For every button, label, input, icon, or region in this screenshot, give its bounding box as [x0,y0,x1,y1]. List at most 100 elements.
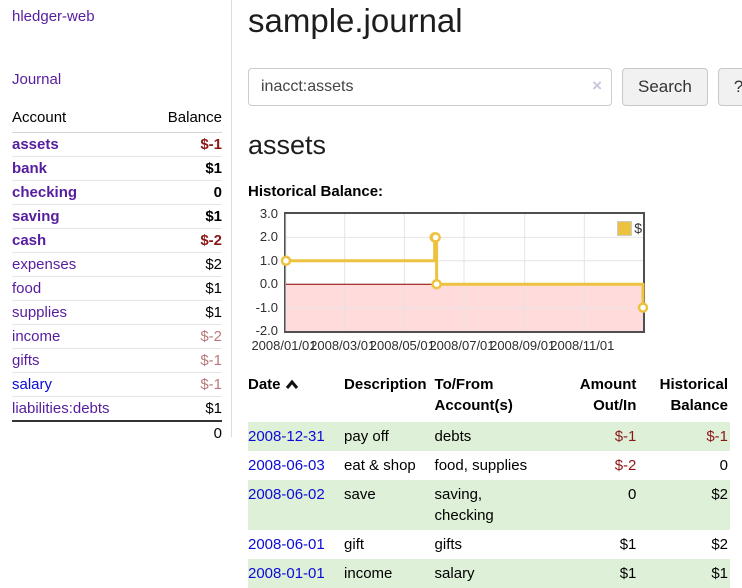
account-row: food $1 [12,276,222,301]
transaction-accounts: salary [434,565,475,582]
register-row: 2008-12-31 pay off debts $-1 $-1 [248,422,730,451]
y-tick-label: -2.0 [255,323,278,338]
transaction-description: save [344,486,376,503]
sort-ascending-icon [285,379,298,389]
account-link-salary[interactable]: salary [12,376,53,393]
transaction-accounts: food, supplies [434,457,528,474]
register-row: 2008-06-03 eat & shop food, supplies $-2… [248,451,730,480]
transaction-description: pay off [344,428,389,445]
account-link-checking[interactable]: checking [12,184,78,201]
transaction-description: income [344,565,393,582]
accounts-header-balance: Balance [146,106,222,133]
sidebar-item-journal[interactable]: Journal [12,71,62,88]
account-balance: $-1 [146,372,222,397]
transaction-date-link[interactable]: 2008-06-03 [248,457,325,474]
search-help-button[interactable]: ? [717,68,742,106]
sidebar: hledger-web Journal Account Balance asse… [0,0,232,445]
chart-legend: $ [617,220,642,236]
account-row: checking 0 [12,180,222,205]
x-tick-label: 2008/03/01 [310,338,376,353]
transaction-date-link[interactable]: 2008-01-01 [248,565,325,582]
page-title: sample.journal [248,2,463,39]
account-balance: $-1 [146,348,222,373]
account-link-food[interactable]: food [12,280,42,297]
account-row: supplies $1 [12,300,222,325]
y-tick-label: 2.0 [259,229,278,245]
transaction-date-link[interactable]: 2008-12-31 [248,428,325,445]
account-link-bank[interactable]: bank [12,160,48,177]
transaction-amount: 0 [628,486,637,503]
account-link-saving[interactable]: saving [12,208,60,225]
search-button[interactable]: Search [622,68,708,106]
y-tick-label: 0.0 [259,276,278,292]
chart-plot [280,212,649,333]
account-balance: $1 [146,204,222,229]
accounts-header-account: Account [12,106,147,133]
account-balance: $1 [146,276,222,301]
account-row: saving $1 [12,204,222,229]
account-balance: $1 [146,156,222,181]
x-tick-label: 2008/01/01 [251,338,317,353]
account-link-expenses[interactable]: expenses [12,256,77,273]
accounts-total: 0 [146,420,222,445]
accounts-table: Account Balance assets $-1 bank $1 checkin… [12,106,222,445]
account-row: gifts $-1 [12,348,222,373]
account-link-assets[interactable]: assets [12,136,59,153]
account-row: liabilities:debts $1 [12,396,222,421]
account-balance: $2 [146,252,222,277]
legend-swatch [617,220,633,236]
chart-heading: Historical Balance: [248,183,384,200]
transaction-date-link[interactable]: 2008-06-02 [248,486,325,503]
transaction-amount: $-1 [614,428,637,445]
register-header-description: Description [344,376,427,393]
account-row: assets $-1 [12,133,222,157]
legend-label: $ [634,220,642,236]
transaction-date-link[interactable]: 2008-06-01 [248,536,325,553]
transaction-amount: $1 [619,536,637,553]
transaction-accounts: saving, checking [434,486,494,524]
account-link-income[interactable]: income [12,328,61,345]
transaction-accounts: gifts [434,536,463,553]
x-tick-label: 2008/09/01 [490,338,556,353]
account-heading: assets [248,130,327,160]
transaction-description: gift [344,536,365,553]
transaction-balance: $2 [711,486,728,503]
account-balance: $-2 [146,228,222,253]
x-tick-label: 2008/11/01 [550,338,615,353]
account-link-supplies[interactable]: supplies [12,304,68,321]
account-balance: $1 [146,396,222,421]
transaction-balance: $-1 [706,428,728,445]
x-tick-label: 2008/05/01 [369,338,435,353]
account-row: income $-2 [12,324,222,349]
brand-link[interactable]: hledger-web [12,8,95,25]
register-header-accounts: To/From Account(s) [434,376,513,414]
register-header-balance: Historical Balance [659,376,728,414]
historical-balance-chart: $ 3.0 2.0 1.0 0.0 -1.0 -2.0 2008/01/01 2008/03/… [248,207,649,356]
main-content: sample.journal × Search ? assets Histori… [248,0,742,588]
accounts-total-row: 0 [12,420,222,445]
account-link-cash[interactable]: cash [12,232,47,249]
account-balance: 0 [146,180,222,205]
transaction-description: eat & shop [344,457,416,474]
register-header-amount: Amount Out/In [579,376,637,414]
y-tick-label: -1.0 [255,299,278,315]
register-row: 2008-06-01 gift gifts $1 $2 [248,530,730,559]
search-input[interactable] [248,68,612,106]
register-row: 2008-06-02 save saving, checking 0 $2 [248,480,730,530]
account-row: expenses $2 [12,252,222,277]
register-header-date[interactable]: Date [248,372,344,422]
transaction-amount: $1 [619,565,637,582]
transaction-accounts: debts [434,428,472,445]
account-row: cash $-2 [12,228,222,253]
account-link-gifts[interactable]: gifts [12,352,40,369]
clear-search-icon[interactable]: × [592,76,602,95]
search-form: × Search ? [248,68,742,106]
transaction-balance: 0 [719,457,728,474]
register-table: Date Description To/From Account(s) Amou… [248,372,730,588]
account-balance: $-2 [146,324,222,349]
transaction-balance: $2 [711,536,728,553]
account-balance: $-1 [200,136,222,153]
transaction-balance: $1 [711,565,728,582]
y-tick-label: 3.0 [259,206,278,221]
account-link-liabilities-debts[interactable]: liabilities:debts [12,400,110,417]
